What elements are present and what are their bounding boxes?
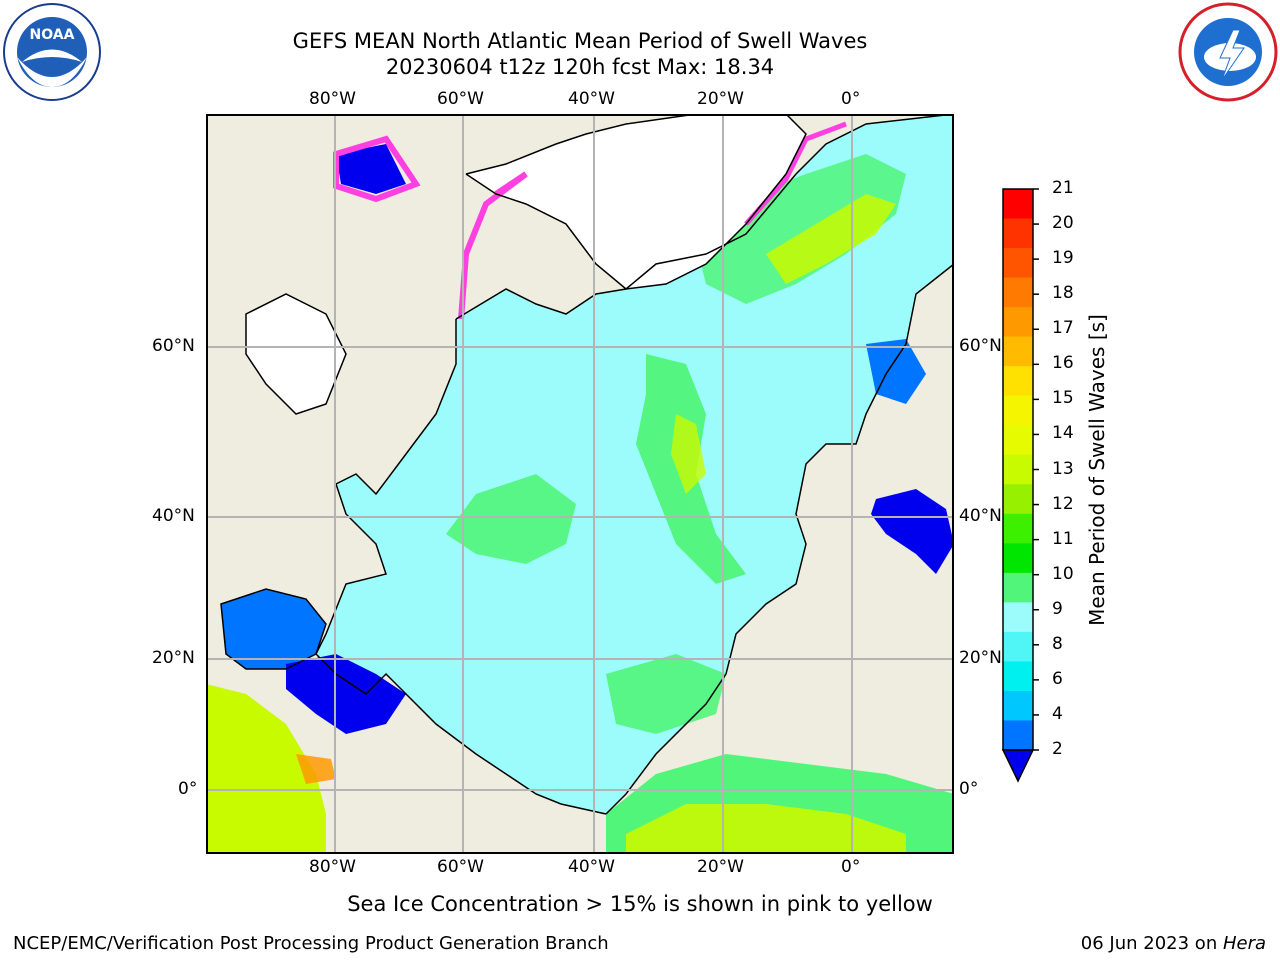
colorbar-tick-label: 4 [1052, 703, 1063, 724]
colorbar-band [1003, 690, 1033, 721]
sea-ice-edge [744, 121, 847, 226]
colorbar [1001, 188, 1039, 783]
coastline [245, 293, 347, 415]
mediterranean-sea [871, 489, 954, 574]
lat-tick-left: 20°N [152, 648, 195, 668]
swell-band-yellowgreen [766, 194, 896, 284]
lon-tick-top: 80°W [309, 89, 356, 109]
lat-tick-right: 0° [959, 779, 979, 799]
swell-band-green [696, 154, 906, 304]
colorbar-band [1003, 602, 1033, 633]
colorbar-band [1003, 454, 1033, 485]
noaa-logo-text: NOAA [30, 27, 75, 43]
lon-tick-bottom: 20°W [697, 857, 744, 877]
coastline [465, 114, 807, 290]
colorbar-tick-label: 16 [1052, 353, 1074, 374]
colorbar-tick-label: 2 [1052, 739, 1063, 759]
nws-logo [1178, 2, 1278, 102]
lat-tick-right: 20°N [959, 648, 1002, 668]
colorbar-band [1003, 661, 1033, 692]
colorbar-tick-label: 10 [1052, 563, 1074, 584]
chart-subtitle: 20230604 t12z 120h fcst Max: 18.34 [385, 55, 775, 79]
colorbar-band [1003, 248, 1033, 279]
colorbar-tick-label: 19 [1052, 248, 1074, 269]
colorbar-band [1003, 218, 1033, 249]
colorbar-tick-label: 11 [1052, 528, 1074, 549]
colorbar-tick-label: 17 [1052, 318, 1074, 339]
lon-tick-top: 60°W [437, 89, 484, 109]
colorbar-band [1003, 189, 1033, 220]
colorbar-band [1003, 543, 1033, 574]
lat-tick-left: 0° [178, 779, 198, 799]
lat-tick-right: 40°N [959, 506, 1002, 526]
colorbar-tick-label: 14 [1052, 423, 1074, 444]
gulf-of-mexico [221, 589, 326, 669]
lat-tick-left: 40°N [152, 506, 195, 526]
sea-ice-edge [458, 171, 528, 320]
colorbar-tick-label: 12 [1052, 493, 1074, 514]
lon-tick-bottom: 80°W [309, 857, 356, 877]
swell-band-yellowgreen [671, 414, 706, 494]
colorbar-band [1003, 307, 1033, 338]
caribbean-sea [286, 654, 406, 734]
north-sea [866, 339, 926, 404]
colorbar-band [1003, 366, 1033, 397]
lat-tick-left: 60°N [152, 336, 195, 356]
pacific-ocean [206, 684, 326, 854]
lon-tick-bottom: 0° [841, 857, 861, 877]
colorbar-border [1002, 188, 1034, 751]
map-panel [206, 114, 954, 854]
colorbar-tick-label: 20 [1052, 213, 1074, 234]
lon-tick-top: 40°W [568, 89, 615, 109]
sea-ice-note: Sea Ice Concentration > 15% is shown in … [347, 892, 933, 916]
coastline [605, 263, 954, 815]
coastline [315, 319, 607, 815]
colorbar-tick-label: 15 [1052, 388, 1074, 409]
colorbar-tick-label: 6 [1052, 668, 1063, 689]
colorbar-band [1003, 631, 1033, 662]
colorbar-band [1003, 425, 1033, 456]
hudson-bay [336, 144, 406, 194]
chart-title: GEFS MEAN North Atlantic Mean Period of … [292, 29, 868, 53]
greenland [466, 114, 806, 289]
colorbar-band [1003, 572, 1033, 603]
colorbar-extend-triangle [1001, 749, 1035, 783]
colorbar-tick-label: 8 [1052, 633, 1063, 654]
colorbar-tick-label: 21 [1052, 178, 1074, 198]
colorbar-band [1003, 484, 1033, 515]
colorbar-tick-label: 9 [1052, 598, 1063, 619]
footer-credit: NCEP/EMC/Verification Post Processing Pr… [13, 933, 609, 954]
footer-date-text: 06 Jun 2023 on [1080, 933, 1223, 954]
colorbar-band [1003, 720, 1033, 751]
footer-date: 06 Jun 2023 on Hera [1081, 933, 1266, 954]
atlantic-ocean [316, 114, 954, 814]
graticule [206, 114, 954, 854]
pacific-ocean-warm [296, 754, 336, 784]
colorbar-label: Mean Period of Swell Waves [s] [1085, 314, 1109, 626]
colorbar-band [1003, 277, 1033, 308]
lon-tick-top: 0° [841, 89, 861, 109]
colorbar-tick-label: 13 [1052, 458, 1074, 479]
colorbar-band [1003, 336, 1033, 367]
colorbar-band [1003, 395, 1033, 426]
lat-tick-right: 60°N [959, 336, 1002, 356]
baffin-island [246, 294, 346, 414]
lon-tick-bottom: 60°W [437, 857, 484, 877]
colorbar-tick-label: 18 [1052, 283, 1074, 304]
coastline [455, 114, 954, 320]
swell-band-green [446, 474, 576, 564]
map-border [206, 114, 954, 854]
south-atlantic-yellow [626, 804, 906, 854]
footer-machine: Hera [1222, 933, 1266, 954]
noaa-logo: NOAA [3, 3, 101, 101]
lon-tick-top: 20°W [697, 89, 744, 109]
colorbar-band [1003, 513, 1033, 544]
lon-tick-bottom: 40°W [568, 857, 615, 877]
